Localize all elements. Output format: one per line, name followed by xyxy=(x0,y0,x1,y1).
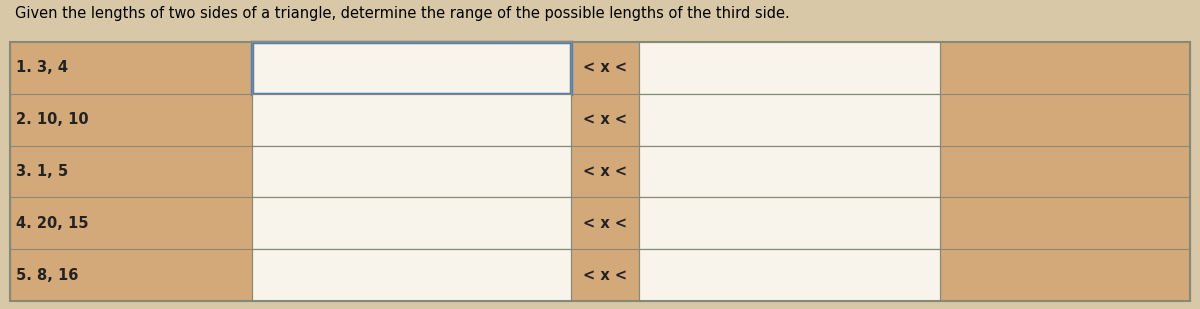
Text: 5. 8, 16: 5. 8, 16 xyxy=(16,268,78,283)
Bar xyxy=(252,94,570,146)
Bar xyxy=(10,42,1190,301)
Text: < x <: < x < xyxy=(583,60,626,75)
Text: < x <: < x < xyxy=(583,164,626,179)
Text: 2. 10, 10: 2. 10, 10 xyxy=(16,112,89,127)
Text: Given the lengths of two sides of a triangle, determine the range of the possibl: Given the lengths of two sides of a tria… xyxy=(14,6,790,21)
Bar xyxy=(252,197,570,249)
Bar xyxy=(252,249,570,301)
Bar xyxy=(252,42,570,94)
Text: < x <: < x < xyxy=(583,112,626,127)
Bar xyxy=(638,42,940,94)
Text: 3. 1, 5: 3. 1, 5 xyxy=(16,164,68,179)
Bar xyxy=(10,42,1190,301)
Bar xyxy=(638,197,940,249)
Bar xyxy=(638,94,940,146)
Bar xyxy=(638,146,940,197)
Text: 4. 20, 15: 4. 20, 15 xyxy=(16,216,89,231)
Text: < x <: < x < xyxy=(583,216,626,231)
Text: 1. 3, 4: 1. 3, 4 xyxy=(16,60,68,75)
Bar xyxy=(638,249,940,301)
Bar xyxy=(252,146,570,197)
Text: < x <: < x < xyxy=(583,268,626,283)
